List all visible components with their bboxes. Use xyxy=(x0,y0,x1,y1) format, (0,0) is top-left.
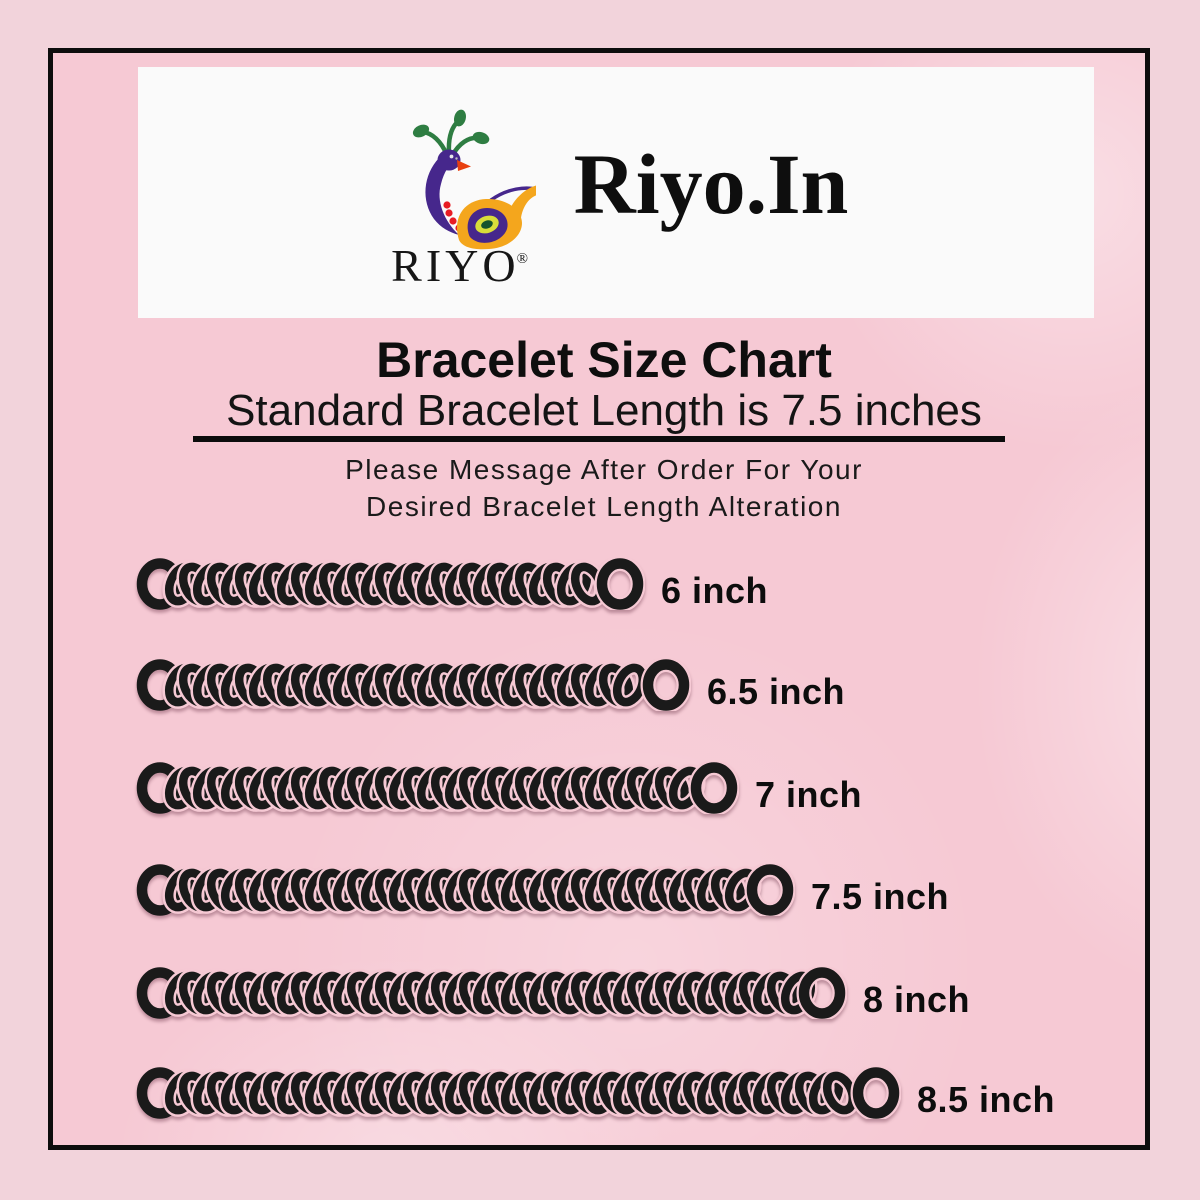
brand-logo-word: RIYO xyxy=(391,239,520,291)
size-label: 8.5 inch xyxy=(917,1079,1056,1120)
brand-logo-text: RIYO® xyxy=(391,239,529,291)
size-label: 6 inch xyxy=(661,570,769,611)
size-row: 7.5 inch xyxy=(135,862,949,918)
bracelet-chain-icon xyxy=(136,659,691,711)
size-row: 6 inch xyxy=(135,556,768,612)
size-row: 8 inch xyxy=(135,965,970,1021)
chart-subtitle: Standard Bracelet Length is 7.5 inches xyxy=(226,386,982,435)
size-label: 6.5 inch xyxy=(707,671,846,712)
brand-logo: RIYO® xyxy=(384,101,536,289)
size-row: 7 inch xyxy=(135,760,862,816)
bracelet-chain-icon xyxy=(136,558,645,610)
size-label: 7 inch xyxy=(755,774,863,815)
peacock-icon xyxy=(412,109,536,249)
brand-header: RIYO® Riyo.In xyxy=(138,67,1094,318)
bracelet-chain-icon xyxy=(136,1067,901,1119)
alteration-note: Please Message After Order For Your Desi… xyxy=(53,451,1145,525)
bordered-panel: RIYO® Riyo.In Bracelet Size Chart Standa… xyxy=(48,48,1150,1150)
bracelet-chain-icon xyxy=(136,967,847,1019)
size-row: 6.5 inch xyxy=(135,657,845,713)
bracelet-chain-icon xyxy=(136,762,739,814)
size-label: 7.5 inch xyxy=(811,876,950,917)
site-title: Riyo.In xyxy=(573,135,849,232)
registered-trademark: ® xyxy=(516,250,529,267)
alteration-note-line1: Please Message After Order For Your xyxy=(345,454,863,485)
alteration-note-line2: Desired Bracelet Length Alteration xyxy=(366,491,842,522)
bracelet-chain-icon xyxy=(136,864,795,916)
title-underline xyxy=(193,436,1005,442)
size-row: 8.5 inch xyxy=(135,1065,1055,1121)
chart-title: Bracelet Size Chart xyxy=(376,332,832,388)
size-label: 8 inch xyxy=(863,979,971,1020)
